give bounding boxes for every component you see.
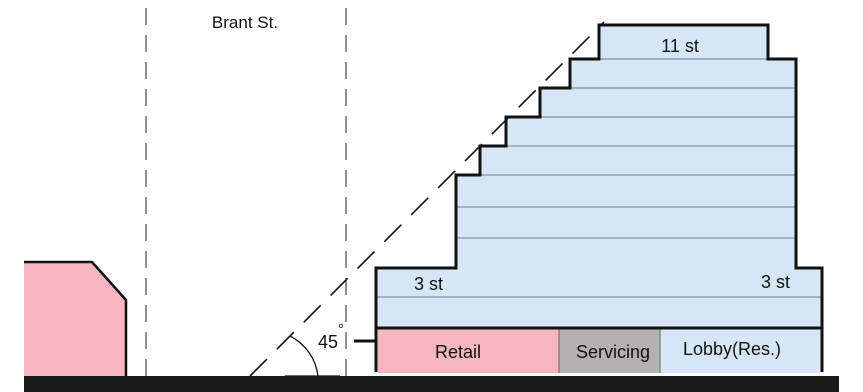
neighbour-building	[24, 262, 126, 378]
top-storey-label: 11 st	[661, 36, 699, 56]
angular-plane-line	[249, 21, 605, 377]
angle-arc	[289, 335, 319, 377]
servicing-label: Servicing	[576, 342, 650, 362]
tower-outline	[374, 23, 824, 372]
neighbour-building-outline	[24, 260, 128, 378]
servicing-zone	[559, 329, 660, 373]
street-name-label: Brant St.	[212, 13, 278, 32]
lobby-zone	[660, 329, 822, 373]
tower-body	[376, 25, 822, 372]
retail-label: Retail	[435, 342, 481, 362]
podium-left-label: 3 st	[414, 274, 443, 294]
lobby-label: Lobby(Res.)	[683, 339, 781, 359]
angle-value-label: 45	[318, 332, 338, 352]
floor-lines	[376, 58, 822, 298]
ground-line	[24, 376, 839, 392]
retail-zone	[378, 329, 559, 373]
podium-right-label: 3 st	[761, 272, 790, 292]
degree-symbol: °	[338, 321, 344, 338]
